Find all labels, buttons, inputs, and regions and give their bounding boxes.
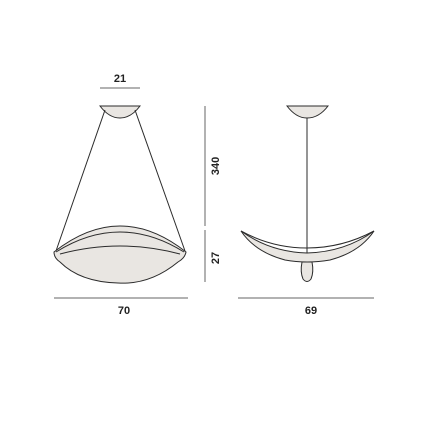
side-shade-rim [240, 230, 375, 249]
side-pendant-drop [300, 261, 314, 282]
side-view: 69 [238, 105, 375, 317]
overall-height-label: 340 [210, 157, 222, 175]
front-cable-right [134, 109, 186, 252]
side-width-label: 69 [305, 305, 317, 317]
front-shade-inner [59, 245, 181, 255]
height-dimensions: 340 27 [204, 106, 222, 282]
front-cable-left [55, 109, 106, 252]
shade-height-label: 27 [210, 252, 222, 264]
side-canopy [285, 105, 330, 119]
front-view: 21 70 [53, 73, 188, 317]
front-shade-rim [55, 231, 185, 253]
front-width-label: 70 [118, 305, 130, 317]
front-shade-body [53, 225, 187, 284]
side-shade-body [240, 230, 375, 263]
canopy-width-label: 21 [114, 73, 126, 85]
front-canopy [98, 105, 142, 119]
